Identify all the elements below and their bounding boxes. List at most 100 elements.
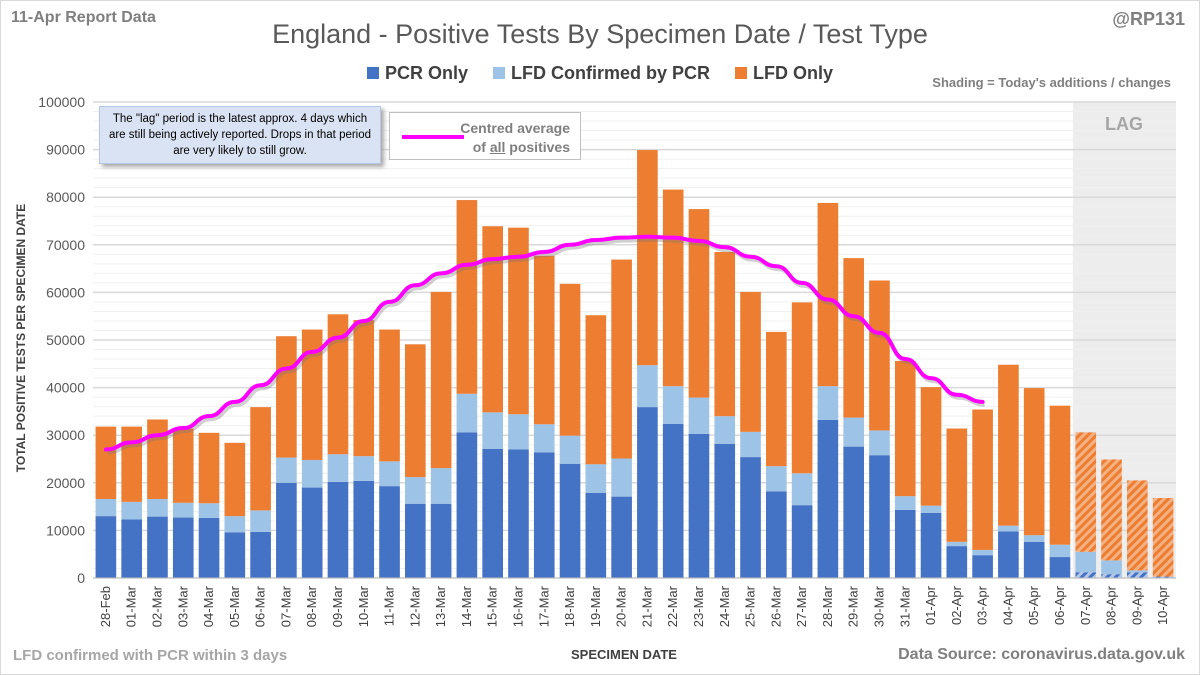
bar-pcr-only: [972, 555, 993, 578]
bar-lfd-confirmed: [740, 431, 761, 458]
avg-label-line1: Centred average: [460, 120, 570, 136]
bar-lfd-confirmed: [637, 365, 658, 408]
x-tick-label: 07-Mar: [278, 585, 293, 627]
bar-pcr-only: [95, 516, 117, 578]
data-source: Data Source: coronavirus.data.gov.uk: [898, 646, 1185, 663]
bar-lfd-confirmed: [379, 461, 400, 487]
bar-pcr-only: [1049, 557, 1071, 578]
bar-lfd-only: [766, 331, 787, 467]
bar-lfd-confirmed: [559, 435, 581, 464]
bar-pcr-only: [920, 512, 942, 578]
avg-of: of: [472, 139, 490, 155]
bar-pcr-only: [559, 463, 581, 578]
x-tick-label: 03-Apr: [975, 585, 990, 625]
bar-lfd-only: [405, 344, 426, 478]
bar-pcr-only: [1101, 574, 1122, 578]
legend-label: LFD Only: [753, 63, 834, 83]
x-tick-label: 18-Mar: [562, 585, 577, 627]
x-tick-label: 29-Mar: [846, 585, 861, 627]
bar-lfd-only: [662, 189, 684, 387]
bar-lfd-confirmed: [198, 503, 220, 519]
bar-lfd-only: [379, 329, 400, 462]
bar-lfd-only: [972, 409, 993, 550]
bar-pcr-only: [791, 505, 813, 578]
legend-swatch: [366, 67, 379, 79]
legend-lfd-only: LFD Only: [735, 63, 833, 84]
y-tick-label: 70000: [46, 237, 85, 253]
legend-label: LFD Confirmed by PCR: [511, 63, 711, 83]
x-tick-label: 10-Apr: [1155, 585, 1170, 625]
bar-pcr-only: [1075, 572, 1097, 578]
bar-lfd-only: [147, 419, 168, 499]
bar-lfd-only: [1101, 459, 1122, 561]
bar-lfd-only: [688, 209, 710, 398]
lag-note-box: The "lag" period is the latest approx. 4…: [99, 106, 381, 164]
x-tick-label: 31-Mar: [897, 585, 912, 627]
bar-lfd-only: [843, 258, 864, 418]
avg-rest: positives: [505, 139, 570, 155]
x-tick-label: 08-Mar: [304, 585, 319, 627]
bar-pcr-only: [637, 407, 658, 578]
bar-lfd-only: [585, 315, 607, 465]
x-tick-label: 05-Mar: [227, 585, 242, 627]
bar-pcr-only: [688, 433, 710, 578]
x-tick-label: 03-Mar: [175, 585, 190, 627]
x-tick-label: 10-Mar: [356, 585, 371, 627]
bar-lfd-only: [559, 283, 581, 436]
y-tick-label: 100000: [38, 94, 85, 110]
x-tick-label: 09-Apr: [1129, 585, 1144, 625]
bar-lfd-only: [869, 280, 890, 431]
bar-lfd-confirmed: [250, 510, 271, 532]
x-tick-label: 30-Mar: [871, 585, 886, 627]
x-tick-label: 25-Mar: [743, 585, 758, 627]
bar-pcr-only: [224, 532, 246, 578]
bar-lfd-confirmed: [766, 466, 787, 492]
bar-pcr-only: [1023, 541, 1045, 578]
bar-pcr-only: [353, 480, 375, 578]
x-tick-label: 11-Mar: [382, 585, 397, 626]
footnote: LFD confirmed with PCR within 3 days: [13, 647, 288, 664]
y-tick-label: 20000: [46, 475, 85, 491]
average-line-swatch: [402, 135, 464, 139]
bar-lfd-only: [817, 202, 839, 387]
bar-pcr-only: [869, 455, 890, 578]
bar-lfd-confirmed: [533, 424, 555, 453]
bar-pcr-only: [327, 481, 349, 578]
bar-pcr-only: [276, 482, 297, 578]
bar-lfd-confirmed: [508, 414, 529, 450]
y-tick-label: 50000: [46, 332, 85, 348]
x-tick-label: 21-Mar: [639, 585, 654, 627]
bar-lfd-only: [611, 259, 632, 459]
bar-lfd-confirmed: [172, 502, 194, 518]
x-tick-label: 01-Mar: [124, 585, 139, 627]
y-tick-label: 80000: [46, 189, 85, 205]
bar-lfd-only: [998, 364, 1019, 526]
bar-lfd-confirmed: [920, 505, 942, 513]
bar-pcr-only: [533, 452, 555, 578]
bar-lfd-confirmed: [894, 496, 916, 510]
bar-lfd-only: [456, 200, 478, 394]
bar-lfd-only: [740, 291, 761, 432]
bar-pcr-only: [379, 486, 400, 578]
x-tick-label: 09-Mar: [330, 585, 345, 627]
x-tick-label: 04-Mar: [201, 585, 216, 627]
x-tick-label: 08-Apr: [1104, 585, 1119, 625]
average-legend-box: Centred average of all positives: [389, 112, 581, 160]
bar-lfd-confirmed: [585, 464, 607, 493]
bar-lfd-only: [1023, 388, 1045, 536]
x-tick-label: 16-Mar: [510, 585, 525, 627]
bar-lfd-only: [508, 227, 529, 415]
avg-all: all: [489, 139, 506, 155]
bar-pcr-only: [456, 432, 478, 578]
bar-pcr-only: [998, 531, 1019, 578]
y-axis-label: TOTAL POSITIVE TESTS PER SPECIMEN DATE: [14, 203, 28, 473]
bar-lfd-only: [276, 336, 297, 458]
bar-lfd-confirmed: [327, 454, 349, 482]
bar-lfd-confirmed: [998, 525, 1019, 532]
avg-label-line2: of all positives: [460, 138, 570, 157]
bar-lfd-confirmed: [405, 477, 426, 504]
bar-lfd-confirmed: [688, 397, 710, 434]
y-tick-label: 90000: [46, 142, 85, 158]
x-tick-label: 23-Mar: [691, 585, 706, 627]
